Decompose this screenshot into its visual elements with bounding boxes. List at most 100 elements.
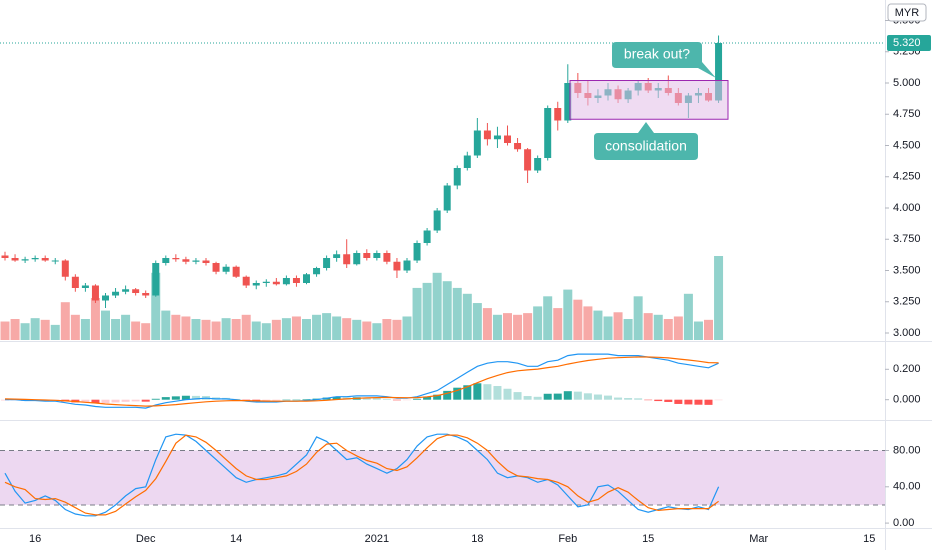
breakout-callout: break out? [612, 42, 716, 78]
candle-body [192, 260, 200, 262]
volume-bar [30, 318, 40, 340]
y-tick-label: 4.500 [893, 139, 921, 151]
candle-body [272, 281, 280, 285]
histogram-bar [634, 398, 643, 400]
candle-body [303, 274, 310, 283]
candle-body [373, 253, 381, 258]
volume-bar [523, 313, 533, 340]
volume-bar [513, 314, 523, 340]
volume-bar [563, 289, 573, 340]
volume-bar [241, 314, 251, 340]
histogram-bar [272, 399, 281, 401]
candle-body [182, 259, 190, 262]
volume-bar [101, 310, 110, 340]
volume-bar [181, 316, 191, 340]
candle-body [353, 253, 361, 265]
volume-bar [312, 314, 322, 340]
volume-bar [352, 319, 362, 340]
callout-bubble [612, 42, 716, 78]
x-tick-label: Mar [749, 533, 768, 545]
candle-body [122, 289, 130, 292]
y-tick-label: 4.750 [893, 108, 921, 120]
volume-bar [161, 310, 171, 340]
candle-body [493, 135, 501, 140]
candle-body [51, 260, 59, 262]
histogram-bar [573, 391, 582, 400]
candle-body [172, 258, 180, 260]
last-price-box [887, 35, 931, 51]
candle-body [292, 278, 300, 283]
histogram-bar [654, 399, 663, 402]
candle-body [403, 260, 411, 271]
candle-body [202, 260, 210, 263]
volume-bar [613, 312, 623, 340]
candle-body [423, 230, 431, 243]
volume-bar [0, 321, 10, 340]
histogram-bar [563, 391, 572, 400]
volume-bar [402, 316, 412, 340]
candle-body [162, 258, 170, 263]
candle-body [413, 243, 421, 261]
histogram-bar [704, 399, 713, 405]
candle-body [212, 263, 220, 272]
histogram-bar [523, 396, 532, 400]
volume-bar [492, 314, 502, 340]
histogram-bar [583, 393, 592, 400]
histogram-bar [392, 399, 401, 401]
callout-text: break out? [624, 46, 690, 62]
x-tick-label: 18 [471, 533, 483, 545]
y-tick-label: 3.000 [893, 327, 921, 339]
histogram-bar [362, 397, 371, 400]
histogram-bar [161, 397, 170, 400]
consolidation-callout: consolidation [594, 122, 698, 160]
candle-body [282, 278, 290, 285]
candle-body [242, 276, 250, 286]
candle-body [463, 155, 471, 168]
currency-box[interactable] [887, 3, 927, 22]
stoch-band [0, 450, 885, 505]
volume-bar [322, 313, 332, 340]
histogram-bar [372, 398, 381, 400]
candle-body [102, 295, 109, 301]
candle-body [222, 266, 230, 272]
histogram-bar [453, 387, 462, 400]
x-tick-label: Feb [558, 533, 577, 545]
volume-bar [603, 316, 613, 340]
volume-bar [452, 287, 462, 340]
histogram-bar [292, 399, 301, 401]
volume-bar [472, 303, 482, 340]
volume-bar [683, 293, 693, 340]
candle-body [524, 149, 532, 171]
histogram-bar [674, 399, 683, 404]
histogram-bar [141, 399, 150, 402]
histogram-bar [423, 396, 432, 400]
x-tick-label: 16 [29, 533, 41, 545]
volume-bar [80, 319, 90, 340]
volume-bar [251, 321, 261, 340]
y-tick-label: 4.250 [893, 171, 921, 183]
candle-body [443, 185, 451, 211]
histogram-bar [382, 398, 391, 400]
histogram-bar [181, 395, 190, 400]
indicator-line [4, 434, 719, 516]
volume-bar [332, 316, 342, 340]
candle-body [453, 168, 461, 186]
histogram-bar [252, 399, 261, 401]
volume-bar [663, 319, 673, 340]
volume-bar [211, 321, 221, 340]
indicator-line [5, 353, 719, 409]
histogram-bar [483, 384, 492, 400]
candle-body [483, 130, 491, 140]
volume-bar [583, 306, 593, 340]
histogram-bar [131, 399, 140, 402]
histogram-bar [191, 395, 200, 400]
y-tick-label: 40.00 [893, 481, 921, 493]
volume-bar [271, 319, 281, 340]
histogram-bar [533, 396, 542, 400]
histogram-bar [513, 392, 522, 400]
candle-body [252, 283, 260, 286]
volume-bar [291, 316, 301, 340]
candle-body [1, 255, 9, 258]
histogram-bar [463, 385, 472, 400]
